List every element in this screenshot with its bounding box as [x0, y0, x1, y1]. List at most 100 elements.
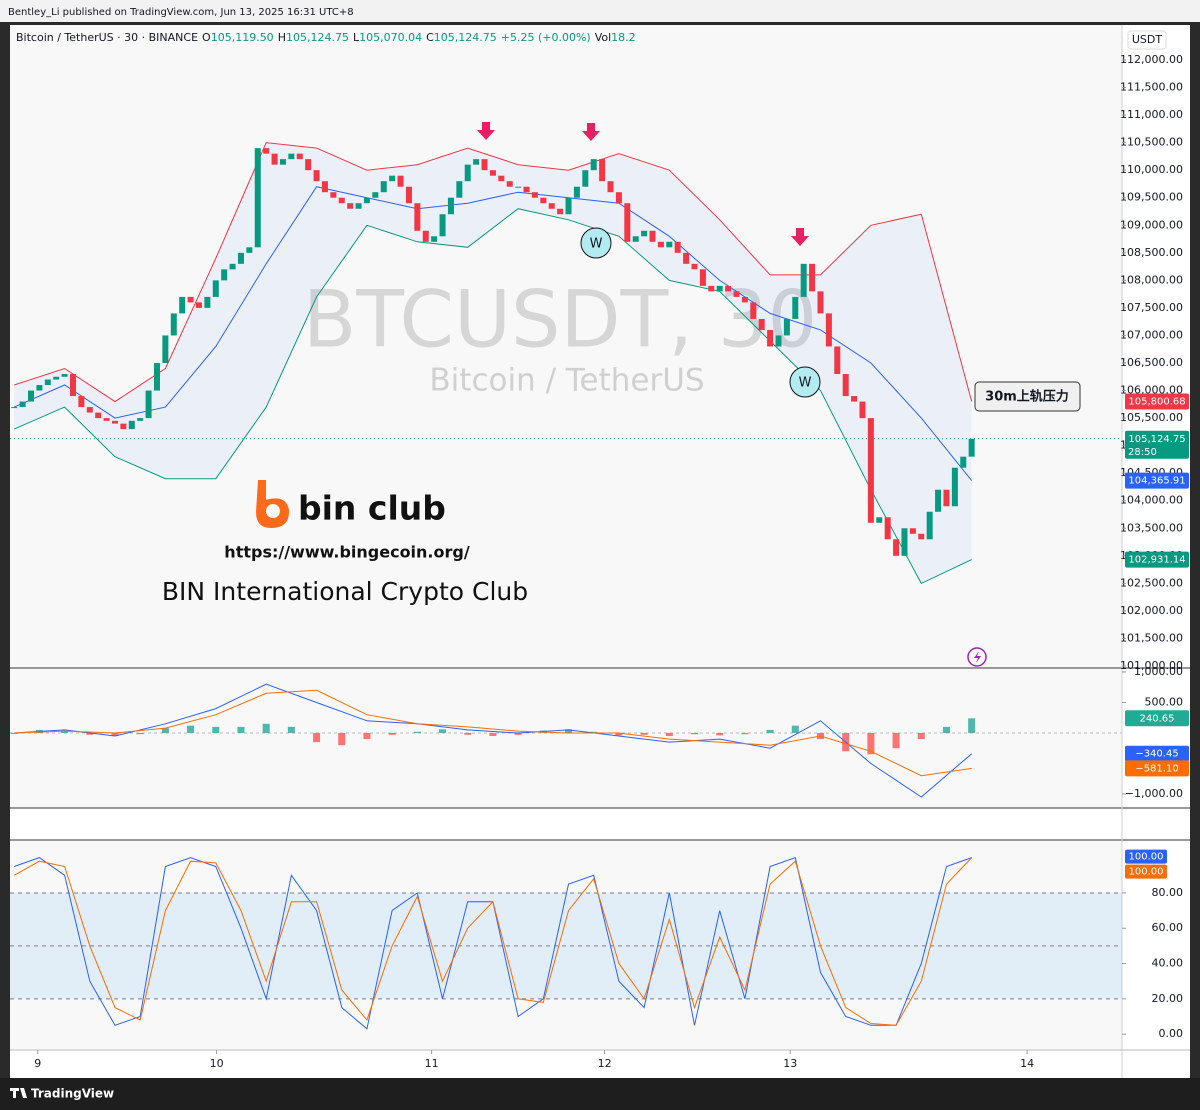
x-tick-label: 13: [783, 1057, 797, 1070]
candle: [691, 263, 698, 270]
legend-item: 105,119.50: [211, 31, 274, 44]
histogram-bar: [439, 729, 447, 733]
candle: [666, 241, 673, 248]
y-tick-label: 1,000.00: [1134, 665, 1183, 678]
url: https://www.bingecoin.org/: [224, 543, 470, 562]
legend-item: Bitcoin / TetherUS · 30 · BINANCE: [16, 31, 198, 44]
candle: [279, 159, 286, 165]
histogram-bar: [766, 729, 774, 733]
histogram-bar: [691, 732, 699, 735]
histogram-bar: [111, 732, 119, 737]
price-box-label: 240.65: [1140, 713, 1175, 724]
histogram-bar: [791, 725, 799, 733]
y-tick-label: 111,500.00: [1120, 81, 1183, 94]
histogram-bar: [413, 731, 421, 733]
price-box-label: −581.10: [1135, 763, 1178, 774]
y-tick-label: 108,000.00: [1120, 273, 1183, 286]
currency: USDT: [1132, 33, 1163, 46]
w-label: W: [799, 376, 812, 391]
alert-icon[interactable]: [967, 647, 987, 667]
top-bar: [0, 0, 1200, 22]
candle: [641, 230, 648, 237]
price-box-label: 102,931.14: [1128, 555, 1185, 566]
candle: [657, 241, 664, 248]
candle: [271, 153, 278, 165]
y-tick-label: 112,000.00: [1120, 53, 1183, 66]
candle: [162, 335, 169, 364]
candle: [809, 263, 816, 292]
y-tick-label: −1,000.00: [1125, 787, 1183, 800]
candle: [19, 401, 26, 408]
y-tick-label: 106,500.00: [1120, 356, 1183, 369]
candle: [363, 197, 370, 204]
candle: [69, 374, 76, 397]
x-tick-label: 14: [1020, 1057, 1034, 1070]
histogram-bar: [867, 732, 875, 755]
candle: [540, 197, 547, 204]
y-tick-label: 60.00: [1152, 921, 1184, 934]
candle: [800, 263, 807, 297]
y-tick-label: 105,500.00: [1120, 411, 1183, 424]
price-box: [1125, 864, 1167, 879]
y-tick-label: 40.00: [1152, 957, 1184, 970]
callout: 30m上轨压力: [985, 389, 1069, 405]
price-box-label: 105,124.75: [1128, 434, 1185, 445]
candle: [237, 252, 244, 264]
legend-item: O: [202, 31, 211, 44]
candle: [439, 214, 446, 237]
alert-bolt: [974, 651, 981, 663]
candle: [305, 159, 312, 171]
candle: [649, 230, 656, 242]
candle: [607, 181, 614, 193]
watermark-ticker: BTCUSDT, 30: [303, 275, 817, 365]
tv-logo: [10, 1088, 27, 1098]
y-tick-label: 109,500.00: [1120, 191, 1183, 204]
candle: [725, 285, 732, 292]
histogram-bar: [968, 718, 976, 733]
marks: 101,000.00101,500.00102,000.00102,500.00…: [10, 53, 1189, 1070]
y-tick-label: 500.00: [1145, 695, 1184, 708]
candle: [893, 539, 900, 556]
candle: [775, 335, 782, 347]
candle: [246, 247, 253, 253]
publisher: Bentley_Li published on TradingView.com,…: [8, 7, 354, 18]
logo-hole: [266, 504, 280, 518]
arrow: [582, 123, 600, 141]
candle: [851, 396, 858, 402]
candle: [876, 517, 883, 523]
logo-icon: [256, 480, 290, 528]
candle: [918, 533, 925, 540]
candle: [590, 159, 597, 171]
footer-brand: TradingView: [31, 1087, 114, 1101]
candle: [372, 192, 379, 198]
candle: [842, 374, 849, 397]
candle: [153, 363, 160, 391]
arrow: [791, 228, 809, 246]
candle: [683, 252, 690, 264]
legend-item: 105,124.75: [434, 31, 497, 44]
logo: [256, 480, 290, 528]
w-marker: [580, 227, 612, 259]
candle: [170, 313, 177, 336]
legend-item: Vol: [595, 31, 611, 44]
candle: [313, 170, 320, 182]
candle: [95, 412, 102, 419]
club-name: BIN International Crypto Club: [162, 577, 528, 606]
legend-item: 18.2: [611, 31, 636, 44]
candle: [27, 390, 34, 402]
candle: [405, 186, 412, 204]
candle: [380, 181, 387, 193]
histogram-bar: [338, 732, 346, 746]
candle: [338, 197, 345, 204]
histogram-bar: [565, 729, 573, 733]
arrow: [477, 122, 495, 140]
candle: [599, 159, 606, 182]
candle: [204, 296, 211, 308]
band-middle: [13, 186, 973, 481]
candle: [422, 230, 429, 242]
candle: [708, 285, 715, 292]
logo-text: bin club: [298, 489, 446, 528]
histogram-bar: [489, 732, 497, 737]
candle: [506, 181, 513, 187]
